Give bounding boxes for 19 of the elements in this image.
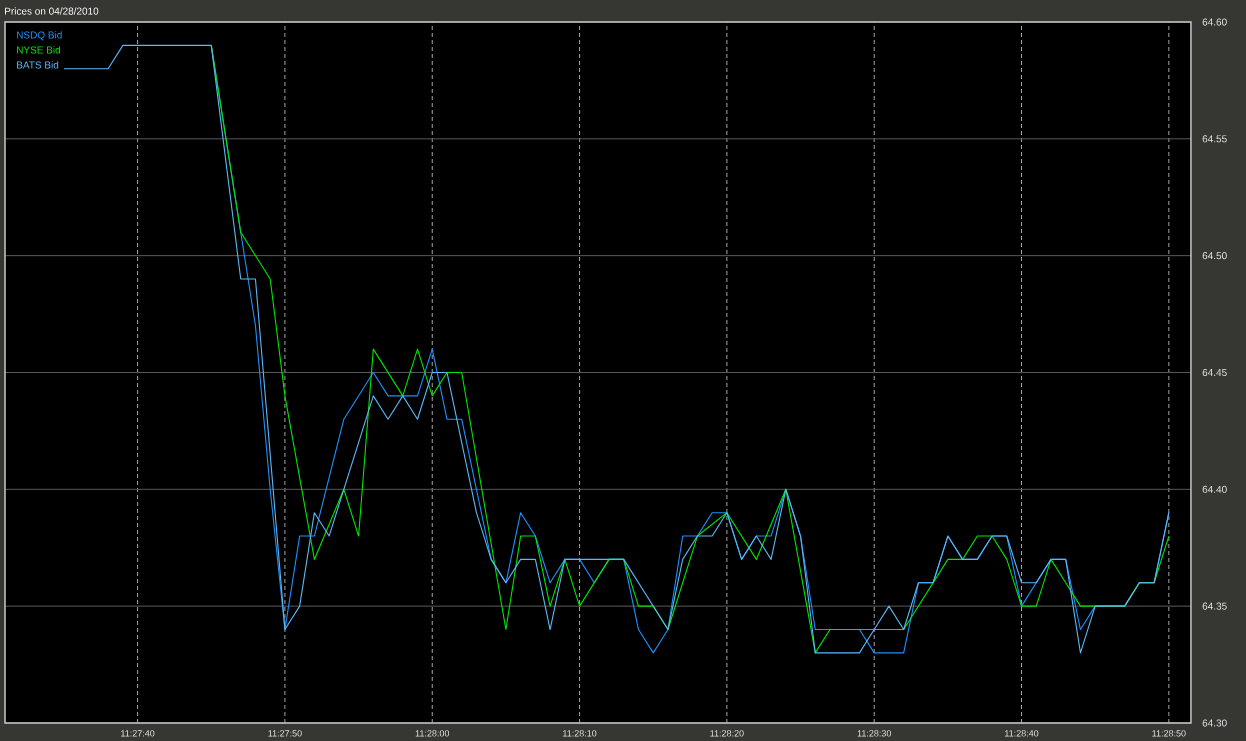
y-tick-label: 64.60: [1202, 18, 1227, 26]
x-tick-label: 11:28:10: [563, 730, 597, 737]
x-tick-label: 11:28:00: [415, 730, 450, 737]
y-tick-label: 64.45: [1202, 368, 1227, 377]
y-tick-label: 64.50: [1202, 252, 1227, 260]
text: NYSE Bid: [17, 46, 61, 54]
x-tick-label: 11:28:30: [857, 730, 892, 737]
series-label: BATS Bid: [17, 61, 59, 69]
text: NSDQ Bid: [17, 31, 62, 41]
x-tick-label: 11:27:50: [268, 730, 302, 737]
x-tick-label: 11:28:50: [1152, 730, 1186, 737]
y-tick-label: 64.40: [1202, 485, 1227, 493]
x-tick-label: 11:28:20: [710, 730, 744, 737]
y-tick-label: 64.55: [1202, 135, 1227, 143]
x-tick-label: 11:28:40: [1005, 730, 1039, 737]
y-tick-label: 64.35: [1202, 602, 1227, 610]
x-tick-label: 11:27:40: [121, 730, 155, 737]
chart-title: Prices on 04/28/2010: [5, 7, 99, 15]
y-tick-label: 64.30: [1202, 719, 1227, 727]
